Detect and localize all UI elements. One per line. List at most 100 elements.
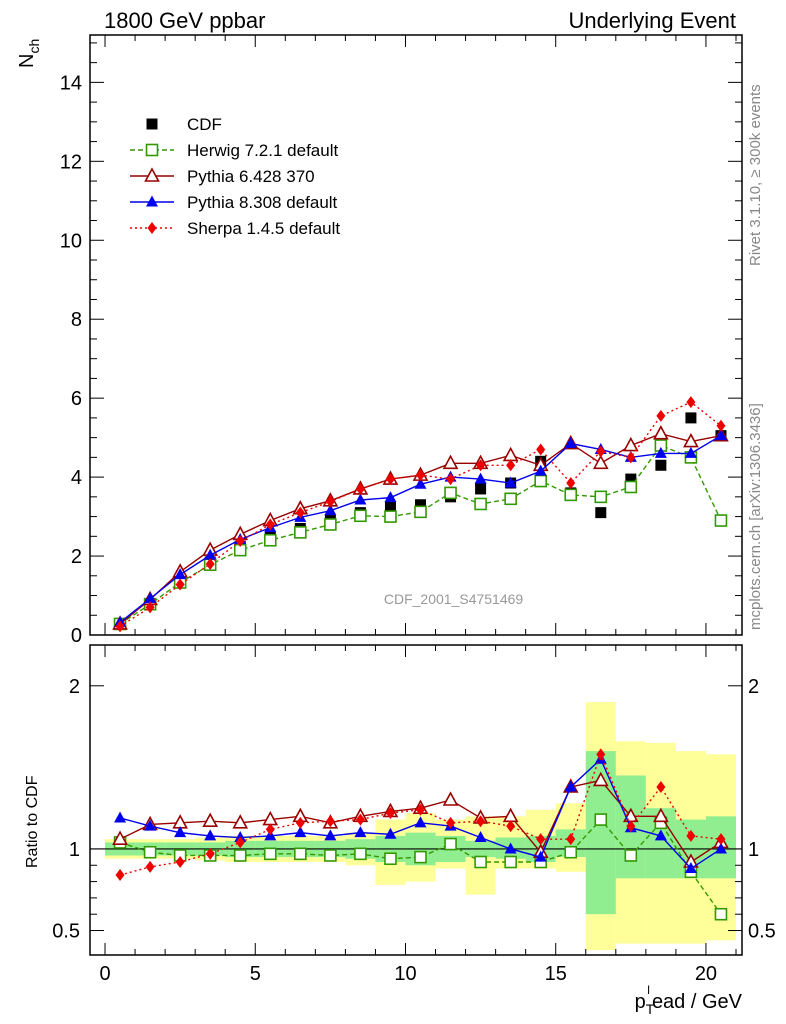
data-point-pythia6 — [622, 436, 639, 452]
ratio-point-sherpa — [355, 813, 365, 826]
ratio-point-sherpa — [145, 860, 155, 873]
ratio-point-sherpa — [385, 807, 395, 820]
data-point-pythia8 — [384, 491, 397, 503]
ratio-point-herwig — [504, 855, 517, 869]
data-point-herwig — [564, 488, 578, 502]
legend-label-sherpa: Sherpa 1.4.5 default — [187, 219, 340, 238]
legend-marker-herwig — [145, 143, 159, 157]
ratio-point-pythia6 — [442, 791, 459, 806]
legend-label-pythia6: Pythia 6.428 370 — [187, 167, 315, 186]
ratio-y-tick-label: 2 — [69, 676, 80, 698]
data-point-herwig — [324, 518, 337, 531]
data-point-sherpa — [175, 578, 185, 591]
ratio-point-herwig — [324, 849, 337, 862]
data-point-cdf — [384, 501, 396, 513]
ratio-point-sherpa — [115, 869, 125, 882]
ratio-point-sherpa — [506, 820, 516, 833]
ratio-point-herwig — [233, 849, 247, 862]
data-point-pythia8 — [564, 437, 577, 449]
data-point-pythia8 — [654, 446, 667, 458]
ratio-point-pythia8 — [114, 811, 127, 823]
ratio-point-herwig — [564, 845, 578, 859]
header-right-label: Underlying Event — [568, 8, 736, 33]
ratio-point-herwig — [294, 847, 307, 861]
data-point-sherpa — [476, 459, 486, 472]
analysis-watermark: CDF_2001_S4751469 — [384, 591, 524, 607]
data-point-pythia8 — [504, 476, 517, 488]
legend-marker-sherpa — [147, 222, 157, 234]
data-point-herwig — [534, 474, 547, 488]
ratio-series-herwig — [113, 813, 728, 921]
ratio-point-herwig — [263, 847, 277, 861]
ratio-point-pythia8 — [324, 829, 337, 841]
data-point-sherpa — [265, 518, 275, 531]
ratio-plot-frame — [89, 644, 743, 956]
ratio-point-pythia6 — [653, 807, 669, 823]
data-point-cdf — [595, 507, 607, 519]
ratio-y-tick-label-right: 2 — [748, 676, 759, 698]
ratio-point-herwig — [474, 855, 487, 869]
x-tick-label: 15 — [545, 963, 567, 985]
data-point-pythia6 — [592, 454, 609, 470]
data-point-pythia8 — [174, 568, 187, 580]
data-point-sherpa — [536, 443, 546, 456]
main-y-tick-label: 2 — [71, 546, 82, 568]
main-y-axis-label: Nch — [16, 39, 42, 68]
data-point-pythia8 — [144, 592, 157, 604]
main-y-tick-label: 12 — [60, 151, 82, 173]
legend-label-cdf: CDF — [187, 115, 222, 134]
ratio-point-sherpa — [295, 816, 305, 829]
data-point-sherpa — [235, 535, 245, 548]
ratio-y-axis-label: Ratio to CDF — [24, 775, 41, 868]
ratio-y-tick-label: 0.5 — [52, 921, 80, 943]
ratio-point-herwig — [384, 852, 397, 866]
data-point-pythia6 — [442, 454, 459, 470]
ratio-series-sherpa — [115, 748, 726, 882]
ratio-point-pythia8 — [384, 827, 397, 839]
legend: CDF Herwig 7.2.1 default Pythia 6.428 370 P… — [130, 115, 340, 238]
data-point-sherpa — [626, 451, 636, 464]
ratio-point-pythia8 — [504, 842, 517, 854]
data-point-pythia8 — [684, 446, 697, 458]
data-point-herwig — [504, 492, 517, 506]
data-point-sherpa — [295, 506, 305, 519]
ratio-point-herwig — [414, 850, 427, 864]
data-point-sherpa — [566, 477, 576, 490]
ratio-point-pythia8 — [684, 862, 697, 874]
data-point-sherpa — [596, 445, 606, 458]
header-left-label: 1800 GeV ppbar — [104, 8, 266, 33]
ratio-point-sherpa — [476, 815, 486, 828]
data-point-pythia8 — [204, 548, 217, 560]
data-point-cdf — [655, 459, 667, 471]
data-point-pythia6 — [502, 446, 519, 462]
ratio-y-tick-label: 1 — [69, 839, 80, 861]
ratio-point-sherpa — [686, 829, 696, 842]
legend-marker-pythia8 — [146, 195, 158, 207]
data-point-herwig — [714, 514, 728, 527]
ratio-line-herwig — [119, 818, 722, 915]
ratio-point-sherpa — [205, 847, 215, 860]
ratio-point-pythia8 — [654, 829, 667, 841]
data-point-herwig — [624, 480, 638, 494]
ratio-point-herwig — [714, 907, 728, 921]
main-plot-frame — [89, 34, 743, 636]
ratio-point-pythia8 — [414, 816, 427, 828]
ratio-point-herwig — [143, 845, 157, 859]
data-point-cdf — [415, 499, 427, 511]
ratio-point-sherpa — [656, 780, 666, 793]
ratio-point-sherpa — [536, 833, 546, 846]
data-point-cdf — [685, 412, 697, 424]
data-point-herwig — [594, 490, 608, 504]
data-point-herwig — [414, 505, 427, 519]
series-sherpa — [115, 396, 726, 633]
ratio-point-pythia8 — [714, 842, 727, 854]
main-y-tick-label: 6 — [71, 388, 82, 410]
ratio-y-tick-label-right: 1 — [748, 839, 759, 861]
ratio-point-pythia8 — [174, 826, 187, 838]
data-point-pythia6 — [653, 425, 669, 440]
ratio-point-sherpa — [325, 815, 335, 828]
data-point-pythia8 — [414, 477, 427, 489]
data-point-pythia6 — [683, 432, 699, 448]
